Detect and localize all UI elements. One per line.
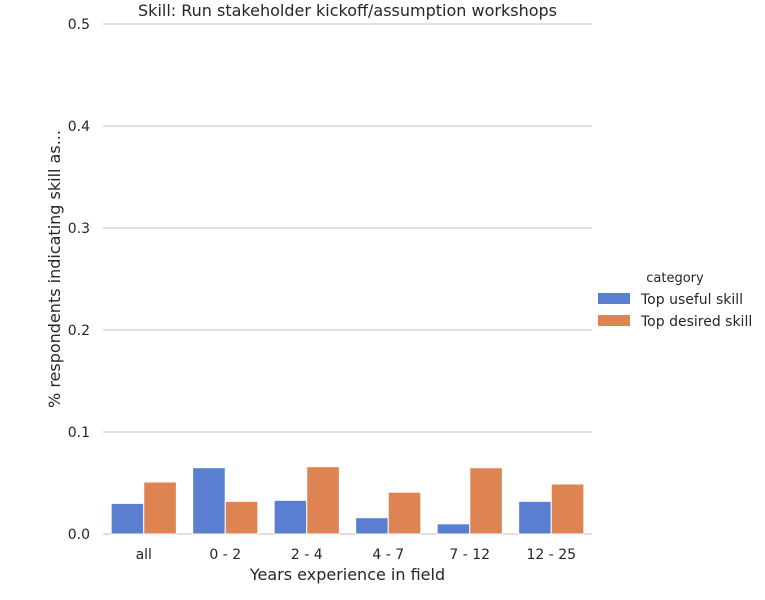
y-tick-labels: 0.0 0.1 0.2 0.3 0.4 0.5: [68, 17, 90, 543]
bar-top-useful: [518, 500, 552, 535]
bar-top-useful: [273, 499, 308, 535]
legend-label: Top desired skill: [640, 314, 752, 330]
x-tick-label: 7 - 12: [449, 547, 490, 563]
y-tick-label: 0.4: [68, 119, 90, 135]
x-axis-label: Years experience in field: [249, 565, 445, 584]
legend-title: category: [646, 271, 704, 286]
bar-top-desired: [306, 466, 340, 535]
bar-top-desired: [387, 491, 422, 535]
legend: category Top useful skill Top desired ski…: [598, 271, 752, 330]
bar-top-useful: [436, 523, 471, 535]
y-tick-label: 0.3: [68, 221, 90, 237]
bar-top-useful: [192, 467, 226, 535]
x-tick-label: all: [136, 547, 152, 563]
bar-top-useful: [355, 517, 389, 535]
y-tick-label: 0.5: [68, 17, 90, 33]
x-tick-label: 4 - 7: [372, 547, 404, 563]
x-tick-label: 2 - 4: [291, 547, 323, 563]
bars: [110, 466, 585, 535]
bar-top-useful: [110, 502, 145, 535]
x-tick-labels: all 0 - 2 2 - 4 4 - 7 7 - 12 12 - 25: [136, 547, 576, 563]
bar-top-desired: [143, 481, 177, 535]
bar-top-desired: [469, 467, 503, 535]
bar-top-desired: [550, 483, 585, 535]
y-tick-label: 0.0: [68, 527, 90, 543]
y-axis-label: % respondents indicating skill as...: [45, 130, 64, 408]
legend-swatch: [598, 315, 630, 326]
x-tick-label: 12 - 25: [526, 547, 576, 563]
x-tick-label: 0 - 2: [209, 547, 241, 563]
legend-swatch: [598, 293, 630, 304]
legend-label: Top useful skill: [640, 292, 743, 308]
gridlines: [103, 23, 592, 433]
y-tick-label: 0.2: [68, 323, 90, 339]
bar-top-desired: [224, 500, 259, 535]
y-tick-label: 0.1: [68, 425, 90, 441]
chart-title: Skill: Run stakeholder kickoff/assumptio…: [138, 1, 557, 20]
